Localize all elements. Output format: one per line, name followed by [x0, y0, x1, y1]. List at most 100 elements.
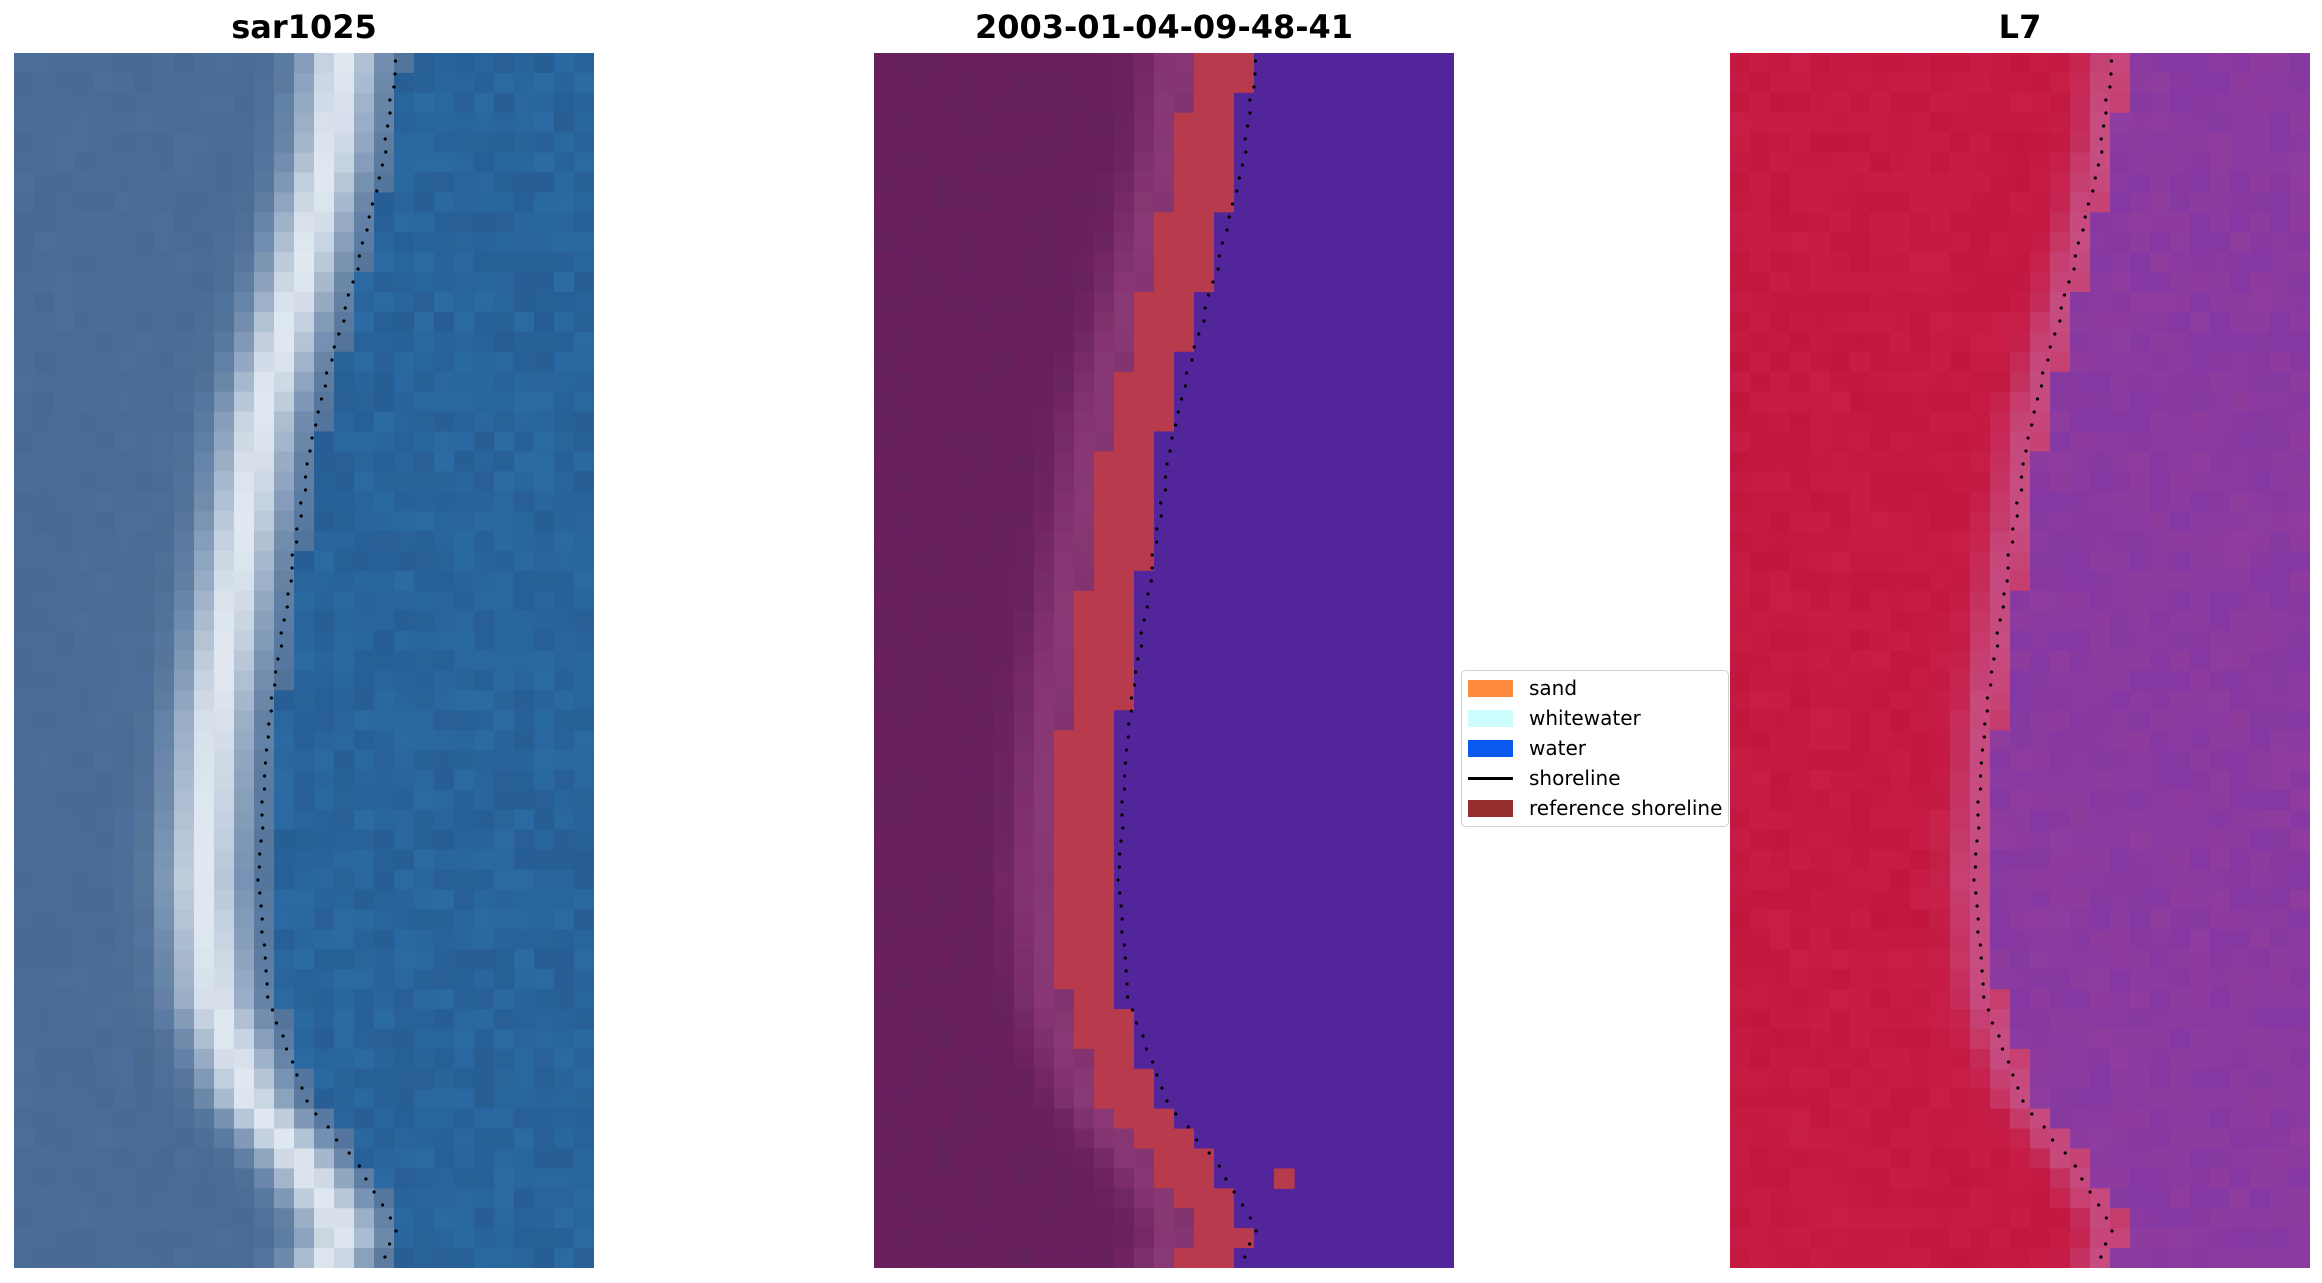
shoreline-point: [260, 930, 264, 934]
shoreline-point: [392, 85, 396, 89]
shoreline-point: [1986, 1008, 1991, 1012]
shoreline-point: [393, 72, 397, 76]
shoreline-point: [2042, 1125, 2046, 1129]
shoreline-point: [2081, 228, 2085, 232]
shoreline-point: [2019, 475, 2024, 479]
shoreline-point: [1145, 605, 1149, 609]
shoreline-point: [1149, 579, 1153, 583]
shoreline-point: [1979, 761, 1983, 765]
shoreline-point: [316, 410, 320, 414]
shoreline-point: [269, 709, 273, 713]
shoreline-point: [323, 384, 327, 388]
legend-item-sand: sand: [1468, 673, 1577, 703]
shoreline-point: [1120, 917, 1124, 921]
shoreline-point: [393, 59, 398, 63]
shoreline-point: [1168, 449, 1172, 453]
shoreline-point: [2041, 371, 2045, 375]
shoreline-point: [388, 98, 392, 102]
shoreline-point: [1248, 1216, 1252, 1220]
shoreline-point: [1230, 202, 1234, 206]
shoreline-point: [1220, 241, 1224, 245]
shoreline-point: [364, 1177, 368, 1181]
legend-item-reference-shoreline: reference shoreline: [1468, 793, 1722, 823]
shoreline-point: [1252, 85, 1256, 89]
shoreline-point: [1123, 761, 1127, 765]
shoreline-point: [1975, 904, 1979, 908]
shoreline-point: [381, 1203, 385, 1207]
shoreline-point: [2102, 124, 2106, 128]
shoreline-point: [1237, 176, 1241, 180]
shoreline-point: [1246, 124, 1250, 128]
shoreline-point: [1997, 1034, 2001, 1038]
shoreline-point: [1146, 592, 1150, 596]
shoreline-point: [2076, 241, 2080, 245]
shoreline-point: [2011, 1073, 2015, 1077]
shoreline-point: [2005, 579, 2009, 583]
shoreline-point: [2051, 1138, 2055, 1142]
shoreline-point: [258, 891, 262, 895]
shoreline-point: [284, 1047, 289, 1051]
shoreline-point: [1179, 397, 1184, 401]
shoreline-point: [1163, 475, 1168, 479]
whitewater-swatch: [1468, 709, 1513, 727]
shoreline-point: [2019, 488, 2024, 492]
shoreline-point: [2030, 1112, 2034, 1116]
shoreline-point: [1183, 384, 1187, 388]
shoreline-point: [388, 1242, 392, 1246]
shoreline-point: [1129, 709, 1133, 713]
shoreline-point: [1976, 800, 1980, 804]
shoreline-point: [1240, 163, 1244, 167]
shoreline-point: [1985, 709, 1989, 713]
shoreline-point: [1974, 852, 1978, 856]
shoreline-point: [2072, 267, 2076, 271]
shoreline-point: [1127, 722, 1131, 726]
legend-item-water: water: [1468, 733, 1586, 763]
shoreline-point: [383, 1255, 387, 1259]
shoreline-point: [1139, 631, 1143, 635]
legend-label: whitewater: [1529, 706, 1641, 730]
sand-swatch: [1468, 679, 1513, 697]
shoreline-point: [266, 995, 270, 999]
shoreline-point: [1186, 1125, 1190, 1129]
shoreline-point: [2011, 540, 2015, 544]
shoreline-point: [2088, 1190, 2092, 1194]
shoreline-point: [1120, 930, 1124, 934]
shoreline-point: [1978, 787, 1983, 791]
shoreline-point: [1976, 813, 1980, 817]
shoreline-point: [2093, 176, 2097, 180]
shoreline-point: [305, 1099, 309, 1103]
shoreline-point: [1133, 683, 1137, 687]
shoreline-point: [1232, 1190, 1236, 1194]
shoreline-point: [1207, 1151, 1211, 1155]
shoreline-point: [266, 735, 270, 739]
shoreline-point: [375, 189, 379, 193]
shoreline-point: [1136, 657, 1140, 661]
shoreline-point: [1977, 826, 1981, 830]
shoreline-point: [335, 1138, 339, 1142]
shoreline-point: [1254, 1229, 1258, 1233]
shoreline-point: [1972, 878, 1976, 882]
shoreline-point: [274, 670, 278, 674]
shoreline-point: [1192, 345, 1196, 349]
shoreline-point: [380, 163, 384, 167]
shoreline-point: [264, 748, 269, 752]
legend-item-whitewater: whitewater: [1468, 703, 1641, 733]
shoreline-point: [1122, 787, 1127, 791]
rgb-image: [14, 53, 594, 1268]
reference-shoreline-swatch: [1468, 799, 1513, 817]
legend: sand whitewater water shoreline referenc…: [1461, 670, 1729, 827]
shoreline-point: [367, 215, 371, 219]
shoreline-point: [2109, 72, 2113, 76]
shoreline-point: [2080, 1177, 2084, 1181]
shoreline-point: [1176, 410, 1180, 414]
shoreline-point: [289, 579, 293, 583]
shoreline-point: [1974, 891, 1978, 895]
shoreline-point: [1203, 306, 1207, 310]
shoreline-point: [1995, 644, 2000, 648]
shoreline-point: [1119, 904, 1123, 908]
shoreline-point: [2104, 1242, 2108, 1246]
shoreline-point: [351, 280, 355, 284]
panel-title: 2003-01-04-09-48-41: [974, 8, 1354, 46]
shoreline-point: [1243, 137, 1247, 141]
shoreline-point: [276, 657, 280, 661]
